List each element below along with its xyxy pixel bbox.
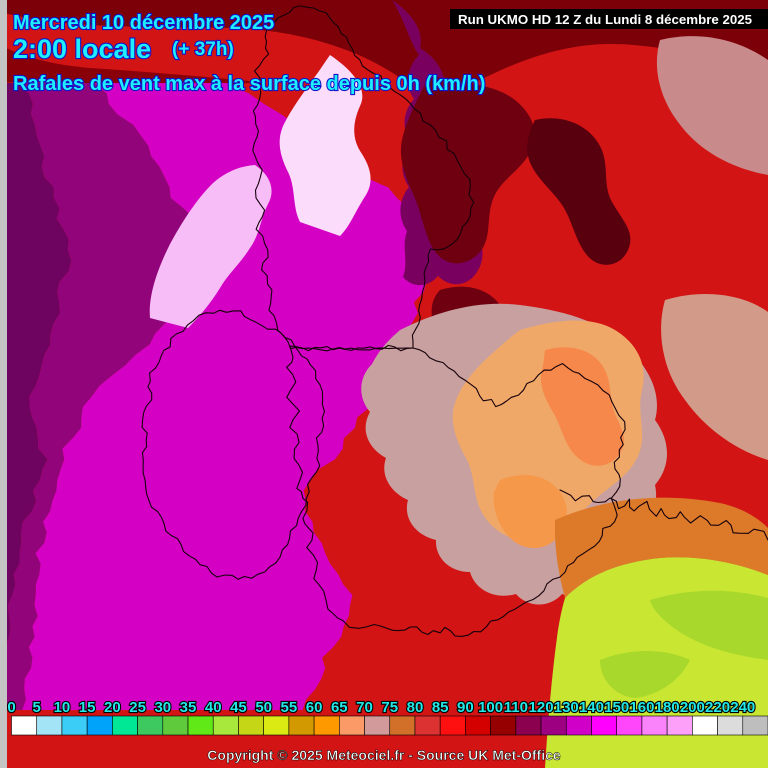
svg-text:65: 65 xyxy=(331,699,348,716)
svg-text:10: 10 xyxy=(54,699,71,716)
svg-text:120: 120 xyxy=(529,699,554,716)
svg-text:100: 100 xyxy=(478,699,503,716)
svg-text:240: 240 xyxy=(730,699,755,716)
svg-text:160: 160 xyxy=(629,699,654,716)
svg-text:60: 60 xyxy=(306,699,323,716)
svg-text:200: 200 xyxy=(680,699,705,716)
svg-text:85: 85 xyxy=(432,699,449,716)
svg-text:130: 130 xyxy=(554,699,579,716)
svg-text:30: 30 xyxy=(154,699,171,716)
svg-text:20: 20 xyxy=(104,699,121,716)
svg-text:90: 90 xyxy=(457,699,474,716)
svg-text:40: 40 xyxy=(205,699,222,716)
svg-text:15: 15 xyxy=(79,699,96,716)
svg-text:25: 25 xyxy=(129,699,146,716)
svg-text:80: 80 xyxy=(407,699,424,716)
svg-text:50: 50 xyxy=(255,699,272,716)
svg-text:220: 220 xyxy=(705,699,730,716)
svg-text:35: 35 xyxy=(180,699,197,716)
svg-text:0: 0 xyxy=(7,699,15,716)
svg-text:55: 55 xyxy=(281,699,298,716)
svg-text:70: 70 xyxy=(356,699,373,716)
svg-text:5: 5 xyxy=(33,699,41,716)
svg-text:75: 75 xyxy=(381,699,398,716)
svg-text:180: 180 xyxy=(655,699,680,716)
svg-text:45: 45 xyxy=(230,699,247,716)
svg-text:140: 140 xyxy=(579,699,604,716)
svg-text:150: 150 xyxy=(604,699,629,716)
svg-text:Run UKMO HD 12 Z du Lundi 8 dé: Run UKMO HD 12 Z du Lundi 8 décembre 202… xyxy=(458,12,753,27)
svg-text:110: 110 xyxy=(504,699,528,716)
